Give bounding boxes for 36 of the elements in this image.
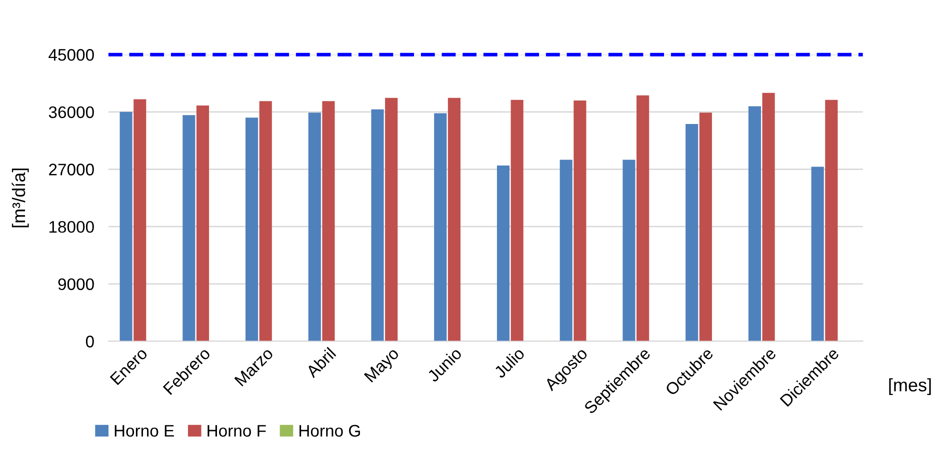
bar <box>496 165 510 342</box>
bar <box>259 101 272 342</box>
y-tick-label: 45000 <box>48 49 94 61</box>
y-tick-label: 18000 <box>49 220 94 233</box>
y-axis-title: [m³/día] <box>12 168 29 228</box>
bar <box>434 113 447 342</box>
bar <box>308 112 321 342</box>
legend-label: Horno G <box>300 424 360 437</box>
bar <box>448 98 460 342</box>
bar <box>120 112 132 342</box>
y-tick-label: 36000 <box>48 106 94 118</box>
y-tick-label: 0 <box>86 336 94 348</box>
bar <box>196 106 210 342</box>
bar <box>825 100 838 342</box>
bar <box>182 115 196 342</box>
bar <box>622 160 636 342</box>
bar <box>560 160 572 342</box>
bar <box>699 112 712 342</box>
bar <box>134 99 146 342</box>
x-tick-label: Julio <box>493 346 526 379</box>
bar <box>510 100 524 342</box>
legend-label: Horno E <box>114 425 174 437</box>
y-tick-label: 27000 <box>49 164 94 176</box>
bar <box>811 166 824 342</box>
bar <box>322 101 335 342</box>
bar <box>371 109 384 342</box>
legend-label: Horno F <box>208 425 266 437</box>
bar <box>636 95 650 342</box>
bar <box>686 124 698 342</box>
bar <box>245 118 258 342</box>
x-axis-title: [mes] <box>889 378 931 396</box>
bar <box>385 98 398 342</box>
bar <box>574 100 586 342</box>
y-tick-label: 9000 <box>58 278 94 290</box>
bar <box>762 92 775 342</box>
bar <box>748 106 761 342</box>
